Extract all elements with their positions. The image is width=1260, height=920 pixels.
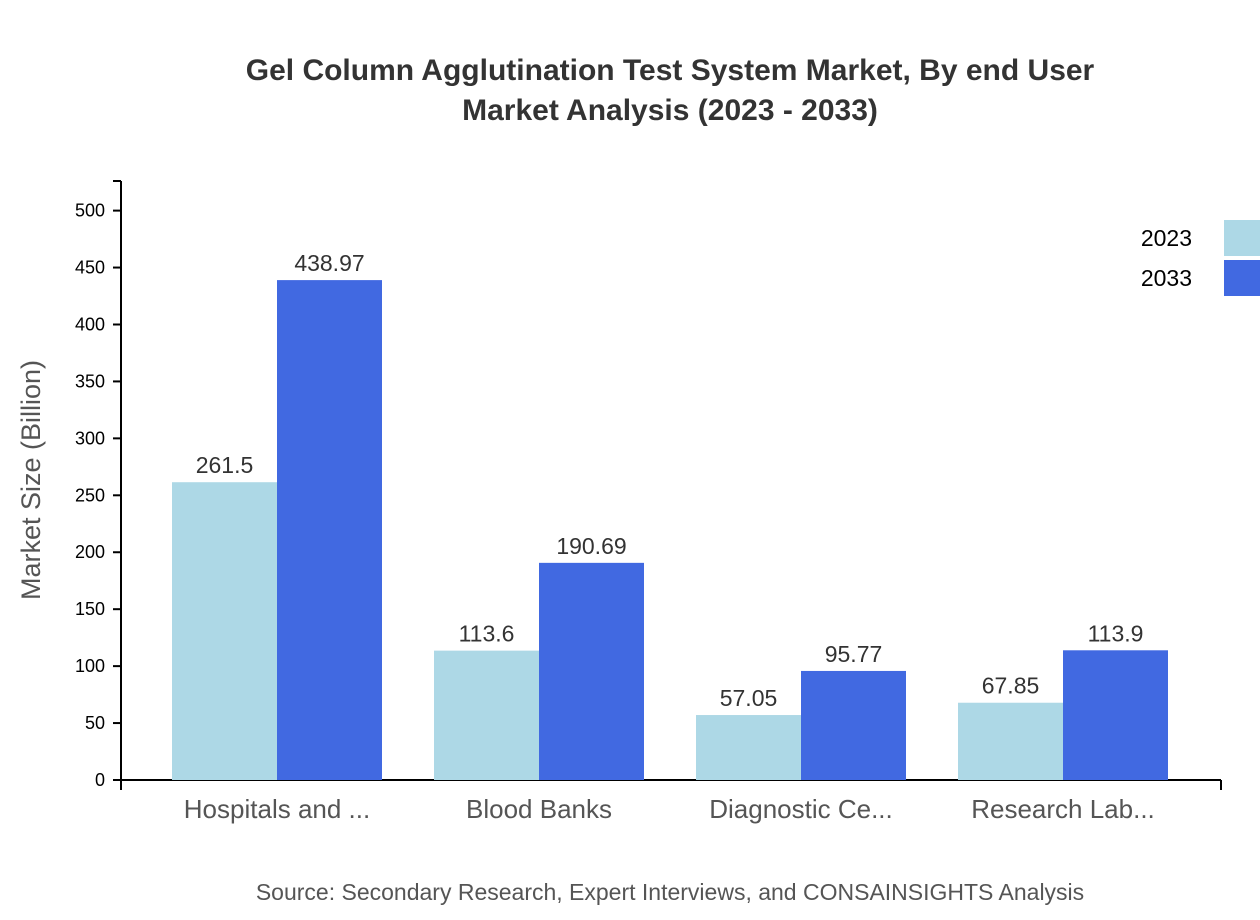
legend-label: 2033 bbox=[1141, 265, 1192, 291]
y-tick-label: 350 bbox=[75, 371, 105, 391]
y-tick-label: 200 bbox=[75, 542, 105, 562]
bar-2033 bbox=[277, 280, 382, 780]
y-tick-label: 450 bbox=[75, 258, 105, 278]
bar-2023 bbox=[958, 702, 1063, 780]
x-tick-label: Hospitals and ... bbox=[184, 794, 370, 824]
source-note: Source: Secondary Research, Expert Inter… bbox=[256, 879, 1084, 905]
y-tick-label: 50 bbox=[85, 713, 105, 733]
x-tick-label: Research Lab... bbox=[971, 794, 1155, 824]
x-tick-label: Blood Banks bbox=[466, 794, 612, 824]
y-tick-label: 100 bbox=[75, 656, 105, 676]
bar-2033 bbox=[801, 670, 906, 780]
y-tick-label: 0 bbox=[95, 770, 105, 790]
data-label: 261.5 bbox=[196, 452, 254, 478]
data-label: 57.05 bbox=[720, 685, 778, 711]
data-label: 438.97 bbox=[294, 250, 364, 276]
y-tick-label: 500 bbox=[75, 201, 105, 221]
legend-swatch bbox=[1224, 220, 1260, 256]
data-label: 95.77 bbox=[825, 641, 883, 667]
y-tick-label: 150 bbox=[75, 599, 105, 619]
chart-title-line-2: Market Analysis (2023 - 2033) bbox=[462, 94, 878, 127]
bar-2033 bbox=[1063, 650, 1168, 780]
y-tick-label: 250 bbox=[75, 485, 105, 505]
bar-2023 bbox=[434, 650, 539, 780]
y-tick-label: 300 bbox=[75, 428, 105, 448]
data-label: 190.69 bbox=[556, 533, 626, 559]
legend-label: 2023 bbox=[1141, 225, 1192, 251]
bar-2033 bbox=[539, 562, 644, 780]
x-tick-label: Diagnostic Ce... bbox=[709, 794, 893, 824]
chart-title-line-1: Gel Column Agglutination Test System Mar… bbox=[246, 54, 1095, 87]
bar-2023 bbox=[172, 482, 277, 780]
data-label: 113.6 bbox=[459, 621, 515, 647]
data-label: 67.85 bbox=[982, 673, 1040, 699]
bar-2023 bbox=[696, 715, 801, 780]
legend-swatch bbox=[1224, 260, 1260, 296]
y-tick-label: 400 bbox=[75, 314, 105, 334]
data-label: 113.9 bbox=[1088, 620, 1144, 646]
y-axis-label: Market Size (Billion) bbox=[16, 360, 46, 600]
